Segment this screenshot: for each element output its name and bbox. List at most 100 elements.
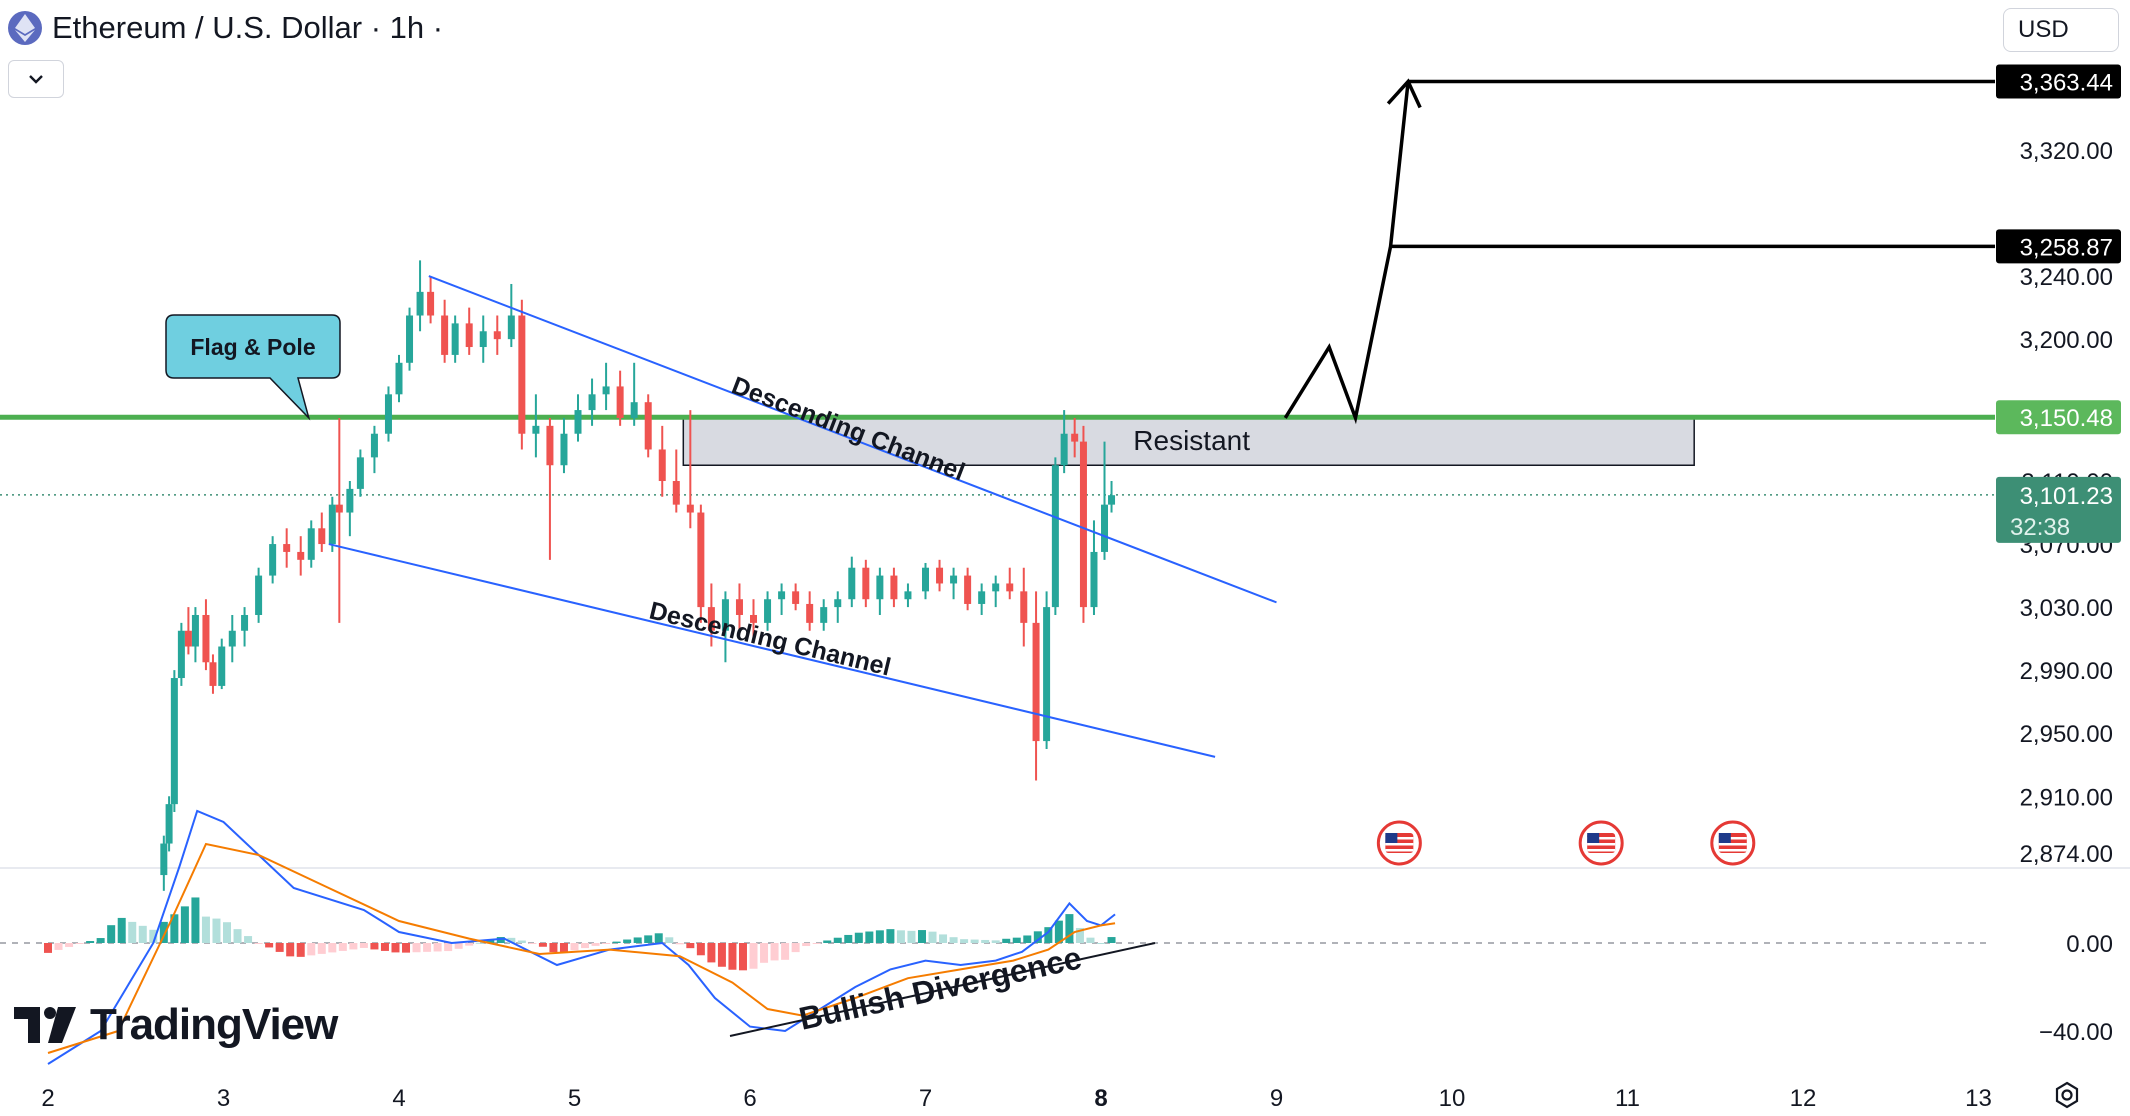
event-markers[interactable]: [1376, 820, 1756, 866]
candle-body: [806, 603, 814, 623]
macd-histogram-bar: [1065, 914, 1074, 943]
macd-histogram-bar: [496, 937, 505, 943]
macd-histogram-bar: [254, 943, 263, 944]
candle-body: [170, 678, 178, 805]
time-tick-label: 2: [41, 1085, 54, 1112]
candle-body: [964, 575, 972, 604]
candle-body: [255, 575, 263, 615]
currency-select[interactable]: USD: [2003, 8, 2119, 52]
time-tick-label: 12: [1790, 1085, 1817, 1112]
candle-body: [479, 331, 487, 348]
macd-histogram-bar: [475, 942, 484, 944]
candle-body: [228, 630, 236, 647]
candle-body: [922, 567, 929, 592]
candle-body: [441, 315, 449, 355]
candle-body: [532, 425, 540, 434]
candle-body: [1071, 433, 1079, 442]
price-axis[interactable]: 3,320.00 3,240.00 3,200.00 3,030.00 2,990.00…: [1996, 64, 2121, 1046]
macd-histogram-bar: [791, 943, 800, 953]
macd-histogram-bar: [307, 943, 316, 956]
candle-body: [546, 425, 554, 466]
us-flag-icon[interactable]: [1578, 820, 1624, 866]
macd-histogram-bar: [644, 935, 653, 943]
time-axis[interactable]: 2 3 4 5 6 7 8 9 10 11 12 13: [41, 1085, 1992, 1112]
candle-body: [1060, 433, 1068, 466]
candle-body: [370, 433, 378, 458]
us-flag-white-stripe: [1385, 843, 1414, 846]
macd-histogram-bar: [886, 929, 895, 943]
macd-histogram-bar: [654, 933, 663, 943]
candle-body: [165, 804, 173, 844]
us-flag-icon[interactable]: [1376, 820, 1422, 866]
macd-histogram-bar: [444, 943, 453, 952]
macd-histogram-bar: [128, 921, 137, 943]
macd-histogram-bar: [317, 943, 326, 954]
time-tick-label: 6: [743, 1085, 756, 1112]
us-flag-white-stripe: [1385, 837, 1414, 840]
macd-histogram-bar: [665, 937, 674, 943]
macd-histogram-bar: [623, 939, 632, 943]
macd-histogram-bar: [781, 943, 790, 960]
symbol-header[interactable]: Ethereum / U.S. Dollar · 1h ·: [8, 8, 443, 48]
chevron-down-icon: [29, 75, 43, 84]
macd-histogram-bar: [559, 943, 568, 953]
candle-body: [721, 599, 729, 631]
macd-histogram-bar: [1107, 937, 1116, 943]
divergence-trendline: [729, 942, 1156, 1037]
flag-pole-callout: Flag & Pole: [165, 314, 341, 421]
time-tick-label: 4: [392, 1085, 405, 1112]
macd-histogram-bar: [1023, 935, 1032, 943]
macd-histogram-bar: [275, 943, 284, 952]
candle-body: [507, 315, 515, 340]
callout-text: Flag & Pole: [190, 334, 315, 360]
time-tick-label: 7: [919, 1085, 932, 1112]
candle-body: [876, 575, 884, 600]
macd-histogram-bar: [1054, 920, 1063, 943]
tradingview-logo-icon: [14, 1007, 76, 1043]
price-tick-label: 3,240.00: [2020, 264, 2113, 291]
macd-histogram-bar: [212, 918, 221, 943]
candle-body: [384, 394, 392, 434]
macd-histogram-bar: [949, 937, 958, 943]
macd-histogram-bar: [633, 937, 642, 943]
tradingview-logo-text: TradingView: [90, 1000, 338, 1049]
macd-histogram-bar: [612, 941, 621, 943]
settings-button[interactable]: [2052, 1080, 2082, 1110]
macd-histogram-bar: [328, 943, 337, 953]
candle-body: [834, 599, 842, 608]
candle-body: [177, 630, 185, 679]
macd-histogram-bar: [391, 943, 400, 953]
macd-histogram-bar: [549, 943, 558, 953]
candle-body: [184, 630, 192, 647]
candle-body: [1090, 551, 1098, 608]
candle-body: [778, 591, 786, 600]
us-flag-canton: [1385, 833, 1398, 843]
macd-histogram-bar: [854, 932, 863, 943]
candle-body: [241, 614, 249, 631]
macd-histogram-bar: [812, 943, 821, 944]
macd-histogram-bar: [696, 943, 705, 956]
us-flag-icon[interactable]: [1710, 820, 1756, 866]
projection-zigzag: [1283, 81, 1410, 425]
time-tick-label: 9: [1270, 1085, 1283, 1112]
macd-histogram-bar: [233, 929, 242, 943]
candle-body: [644, 402, 652, 450]
candle-body: [936, 567, 944, 584]
candle-body: [283, 544, 291, 552]
macd-histogram-bar: [370, 943, 379, 950]
resistance-zone-box: [682, 416, 1695, 466]
macd-histogram-bar: [412, 943, 421, 953]
symbol-title: Ethereum / U.S. Dollar · 1h ·: [52, 10, 444, 45]
legend-toggle-button[interactable]: [8, 60, 64, 98]
candle-body: [630, 402, 638, 418]
macd-histogram-bar: [117, 917, 126, 943]
macd-histogram-bar: [939, 934, 948, 943]
candle-body: [209, 662, 217, 686]
macd-histogram-bar: [1033, 931, 1042, 943]
macd-histogram-bar: [423, 943, 432, 952]
macd-histogram-bar: [970, 939, 979, 943]
resistance-zone: Resistant: [682, 416, 1695, 466]
time-tick-label: 8: [1094, 1085, 1107, 1112]
